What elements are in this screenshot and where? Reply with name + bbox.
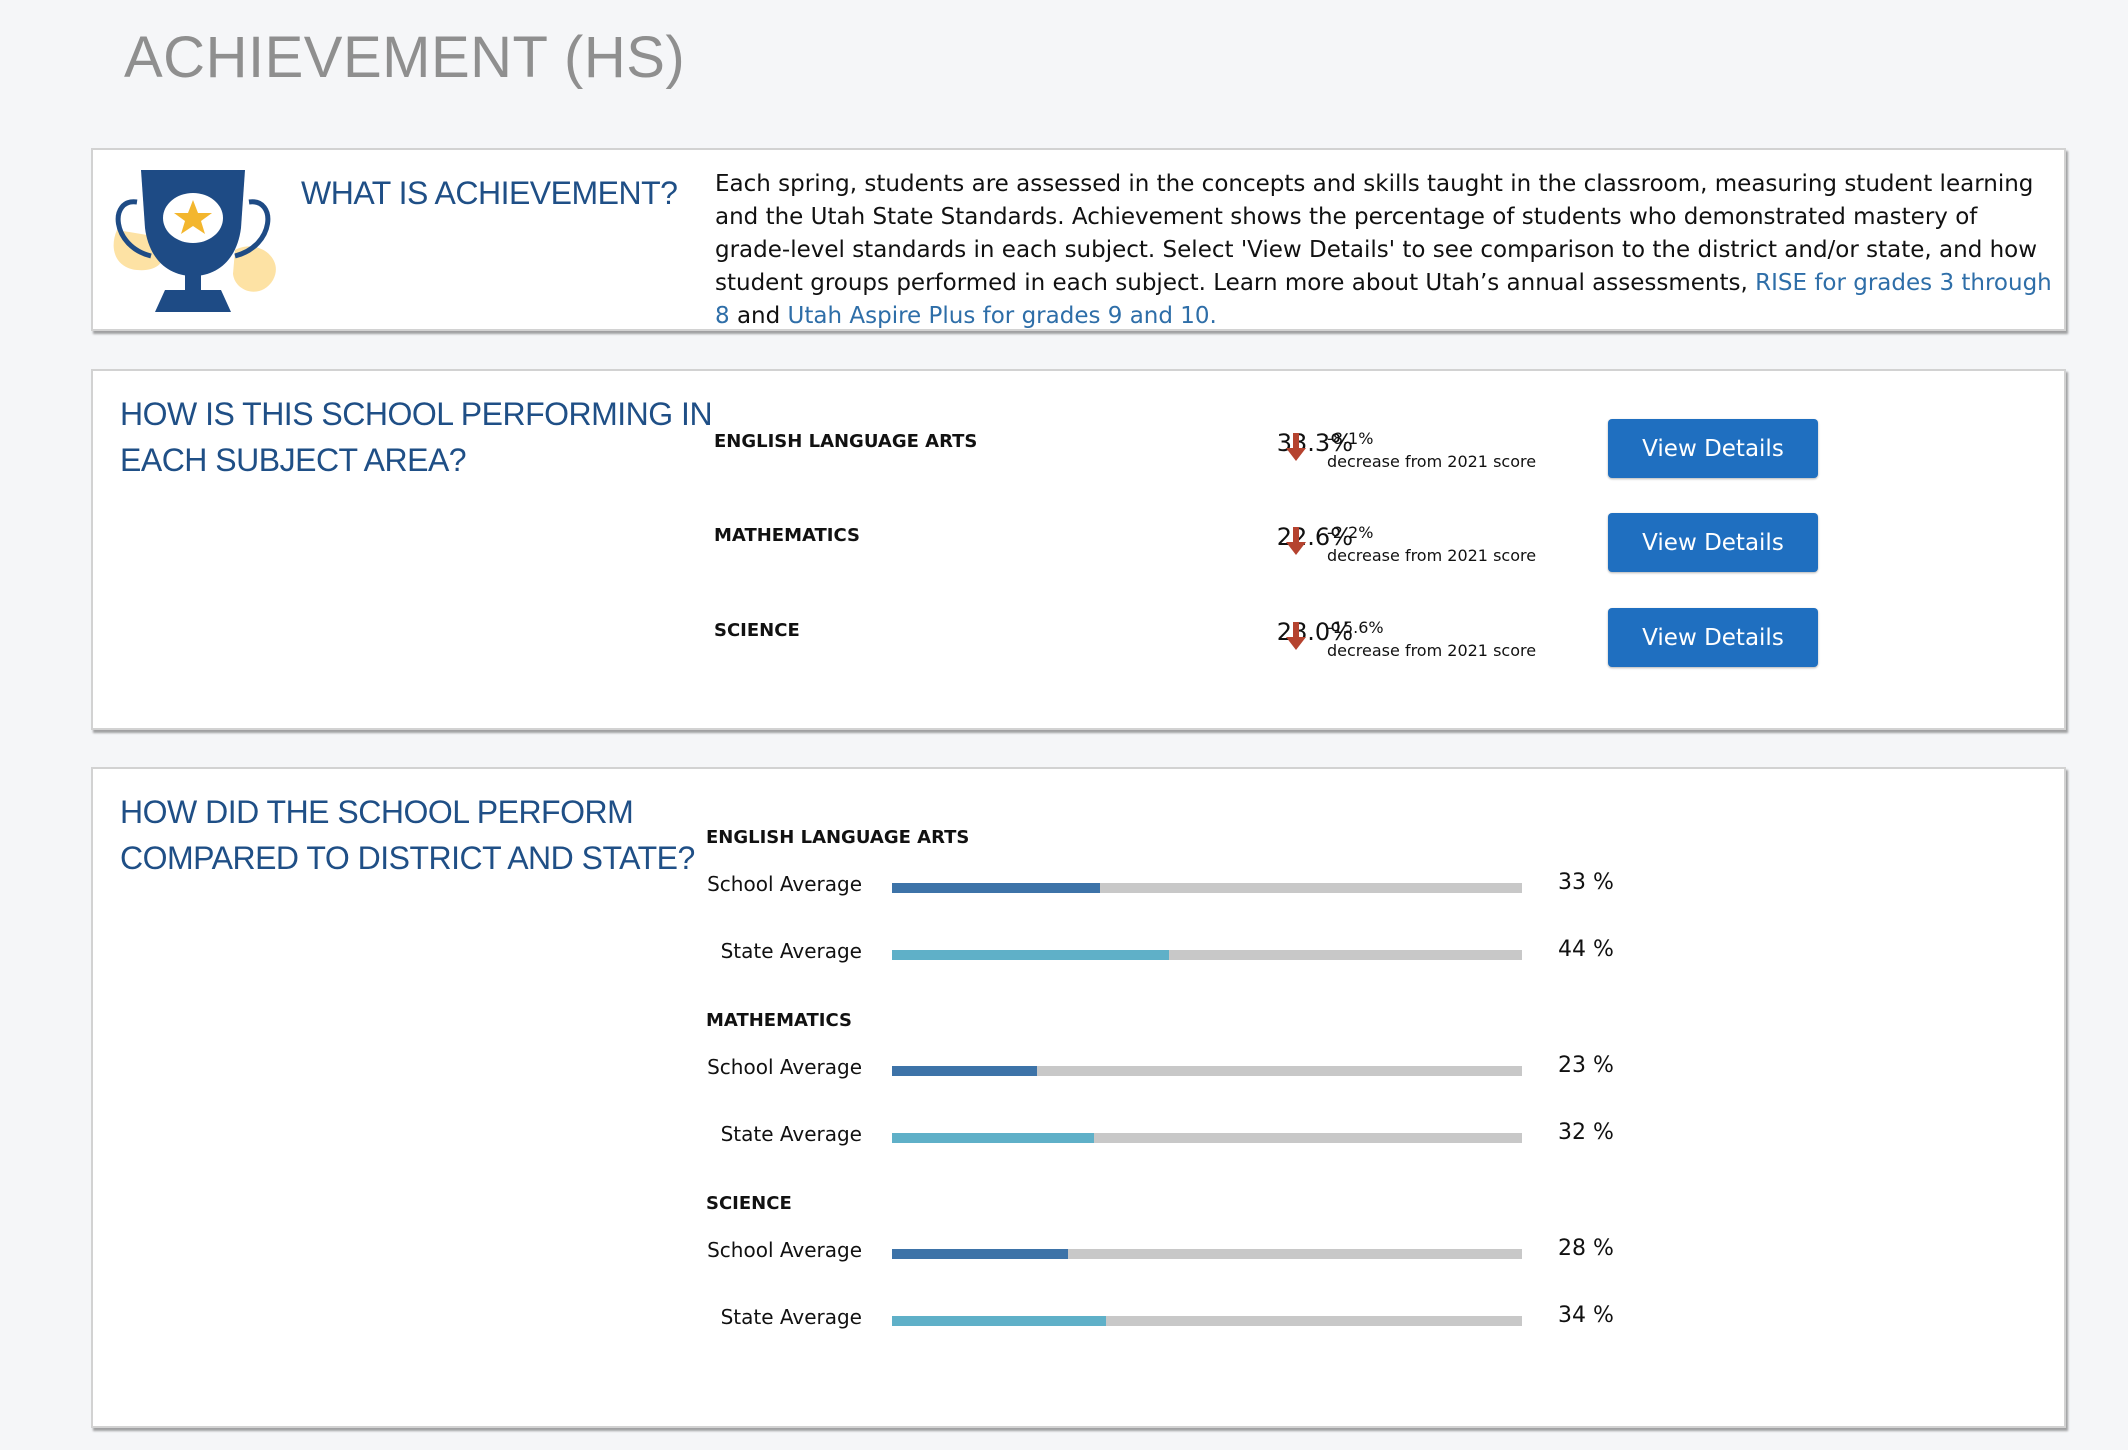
score-change-value: -2.2% [1327,523,1374,542]
about-card: WHAT IS ACHIEVEMENT? Each spring, studen… [91,148,2066,331]
comparison-card: HOW DID THE SCHOOL PERFORM COMPARED TO D… [91,767,2066,1428]
comparison-subject-ela: ENGLISH LANGUAGE ARTS [706,827,970,848]
bar-row-math-school: School Average 23 % [93,1053,2064,1085]
page-title: ACHIEVEMENT (HS) [124,25,686,90]
view-details-button-ela[interactable]: View Details [1608,419,1818,478]
score-change-text: decrease from 2021 score [1327,546,1537,565]
bar-fill [892,1316,1107,1326]
aspire-plus-link[interactable]: Utah Aspire Plus for grades 9 and 10. [787,303,1217,329]
view-details-button-science[interactable]: View Details [1608,608,1818,667]
comparison-heading-line1: HOW DID THE SCHOOL PERFORM [120,794,634,830]
score-change-value: -15.6% [1327,618,1384,637]
view-details-button-math[interactable]: View Details [1608,513,1818,572]
bar-value: 32 % [1558,1120,1614,1145]
bar-value: 28 % [1558,1236,1614,1261]
bar-fill [892,1249,1069,1259]
bar-label: School Average [707,1055,862,1079]
bar-fill [892,950,1170,960]
performance-heading-line1: HOW IS THIS SCHOOL PERFORMING IN [120,396,713,432]
bar-value: 33 % [1558,870,1614,895]
performance-row-science: SCIENCE 28.0% -15.6% decrease from 2021 … [93,608,2064,690]
bar-fill [892,1133,1094,1143]
bar-track [892,1066,1522,1076]
performance-row-math: MATHEMATICS 22.6% -2.2% decrease from 20… [93,513,2064,595]
performance-heading: HOW IS THIS SCHOOL PERFORMING IN EACH SU… [120,391,713,483]
about-text: Each spring, students are assessed in th… [715,171,2038,296]
comparison-heading: HOW DID THE SCHOOL PERFORM COMPARED TO D… [120,789,695,881]
about-description: Each spring, students are assessed in th… [715,168,2055,333]
score-change-value: -8.1% [1327,429,1374,448]
bar-track [892,950,1522,960]
about-heading: WHAT IS ACHIEVEMENT? [301,175,678,211]
bar-label: State Average [720,1122,862,1146]
performance-heading-line2: EACH SUBJECT AREA? [120,442,467,478]
bar-track [892,1133,1522,1143]
bar-label: State Average [720,939,862,963]
performance-row-ela: ENGLISH LANGUAGE ARTS 33.3% -8.1% decrea… [93,419,2064,501]
score-change: -8.1% decrease from 2021 score [1327,427,1536,473]
score-change: -2.2% decrease from 2021 score [1327,521,1536,567]
bar-fill [892,1066,1037,1076]
arrow-down-icon [1286,622,1306,650]
about-connector: and [729,303,788,329]
comparison-subject-science: SCIENCE [706,1193,792,1214]
bar-row-science-school: School Average 28 % [93,1236,2064,1268]
bar-row-ela-state: State Average 44 % [93,937,2064,969]
bar-track [892,1249,1522,1259]
bar-row-ela-school: School Average 33 % [93,870,2064,902]
bar-track [892,883,1522,893]
bar-label: School Average [707,1238,862,1262]
subject-label: MATHEMATICS [714,525,861,546]
bar-row-math-state: State Average 32 % [93,1120,2064,1152]
arrow-down-icon [1286,433,1306,461]
bar-value: 34 % [1558,1303,1614,1328]
subject-label: ENGLISH LANGUAGE ARTS [714,431,978,452]
performance-card: HOW IS THIS SCHOOL PERFORMING IN EACH SU… [91,369,2066,730]
subject-label: SCIENCE [714,620,800,641]
arrow-down-icon [1286,527,1306,555]
bar-row-science-state: State Average 34 % [93,1303,2064,1335]
score-change-text: decrease from 2021 score [1327,641,1537,660]
rise-link[interactable]: RISE for grades 3 through 8 [715,270,2052,329]
score-change: -15.6% decrease from 2021 score [1327,616,1536,662]
comparison-heading-line2: COMPARED TO DISTRICT AND STATE? [120,840,695,876]
trophy-star-icon [113,170,276,312]
bar-value: 23 % [1558,1053,1614,1078]
score-change-text: decrease from 2021 score [1327,452,1537,471]
bar-track [892,1316,1522,1326]
bar-label: School Average [707,872,862,896]
bar-value: 44 % [1558,937,1614,962]
bar-fill [892,883,1100,893]
bar-label: State Average [720,1305,862,1329]
comparison-subject-math: MATHEMATICS [706,1010,853,1031]
